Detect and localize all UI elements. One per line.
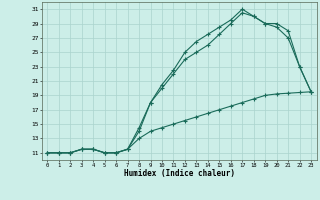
X-axis label: Humidex (Indice chaleur): Humidex (Indice chaleur) <box>124 169 235 178</box>
